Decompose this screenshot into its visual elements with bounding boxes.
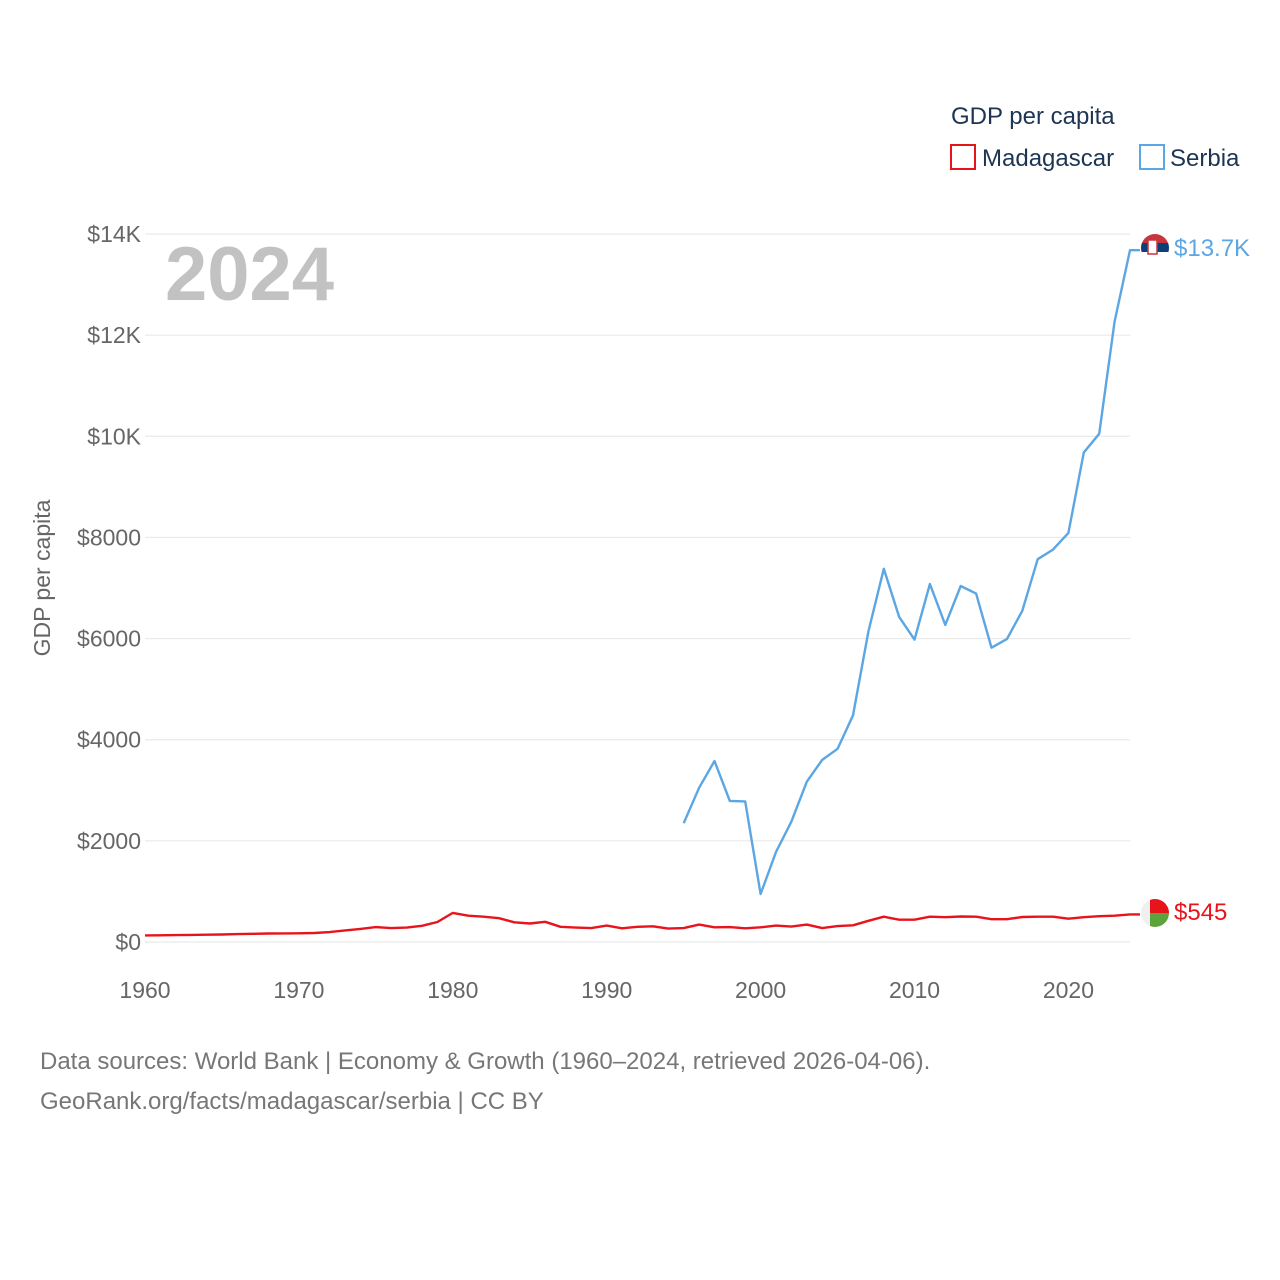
x-tick-label: 1970 <box>273 977 324 1003</box>
y-tick-label: $10K <box>87 423 141 449</box>
y-tick-label: $2000 <box>77 828 141 854</box>
madagascar-flag-icon <box>1141 899 1169 927</box>
x-tick-label: 2010 <box>889 977 940 1003</box>
serbia-flag-icon <box>1141 234 1169 262</box>
legend-swatch-madagascar[interactable] <box>950 144 976 170</box>
y-tick-label: $6000 <box>77 626 141 652</box>
series-lines <box>144 248 1140 937</box>
x-tick-label: 1980 <box>427 977 478 1003</box>
y-tick-label: $12K <box>87 322 141 348</box>
x-tick-label: 2000 <box>735 977 786 1003</box>
y-tick-label: $0 <box>115 929 141 955</box>
footer-sources: Data sources: World Bank | Economy & Gro… <box>40 1048 931 1075</box>
gdp-line-chart: GDP per capita Madagascar Serbia GDP per… <box>29 103 1250 1003</box>
legend-swatch-serbia[interactable] <box>1139 144 1165 170</box>
y-axis-ticks: $0 $2000 $4000 $6000 $8000 $10K $12K $14K <box>77 221 142 955</box>
legend-title: GDP per capita <box>951 103 1115 130</box>
year-watermark: 2024 <box>165 232 334 317</box>
end-value-serbia: $13.7K <box>1174 235 1250 262</box>
legend-label-madagascar[interactable]: Madagascar <box>982 145 1114 172</box>
x-tick-label: 2020 <box>1043 977 1094 1003</box>
gridlines <box>145 233 1130 943</box>
y-tick-label: $14K <box>87 221 141 247</box>
legend-label-serbia[interactable]: Serbia <box>1170 145 1240 172</box>
series-line-serbia[interactable] <box>682 248 1140 896</box>
y-tick-label: $8000 <box>77 524 141 550</box>
x-tick-label: 1960 <box>119 977 170 1003</box>
x-axis-ticks: 1960 1970 1980 1990 2000 2010 2020 <box>119 977 1094 1003</box>
footer-credits: Data sources: World Bank | Economy & Gro… <box>40 1042 930 1122</box>
series-line-madagascar[interactable] <box>144 911 1140 937</box>
y-axis-title: GDP per capita <box>29 499 55 656</box>
y-tick-label: $4000 <box>77 727 141 753</box>
footer-link[interactable]: GeoRank.org/facts/madagascar/serbia | CC… <box>40 1088 544 1115</box>
x-tick-label: 1990 <box>581 977 632 1003</box>
end-value-madagascar: $545 <box>1174 899 1227 926</box>
